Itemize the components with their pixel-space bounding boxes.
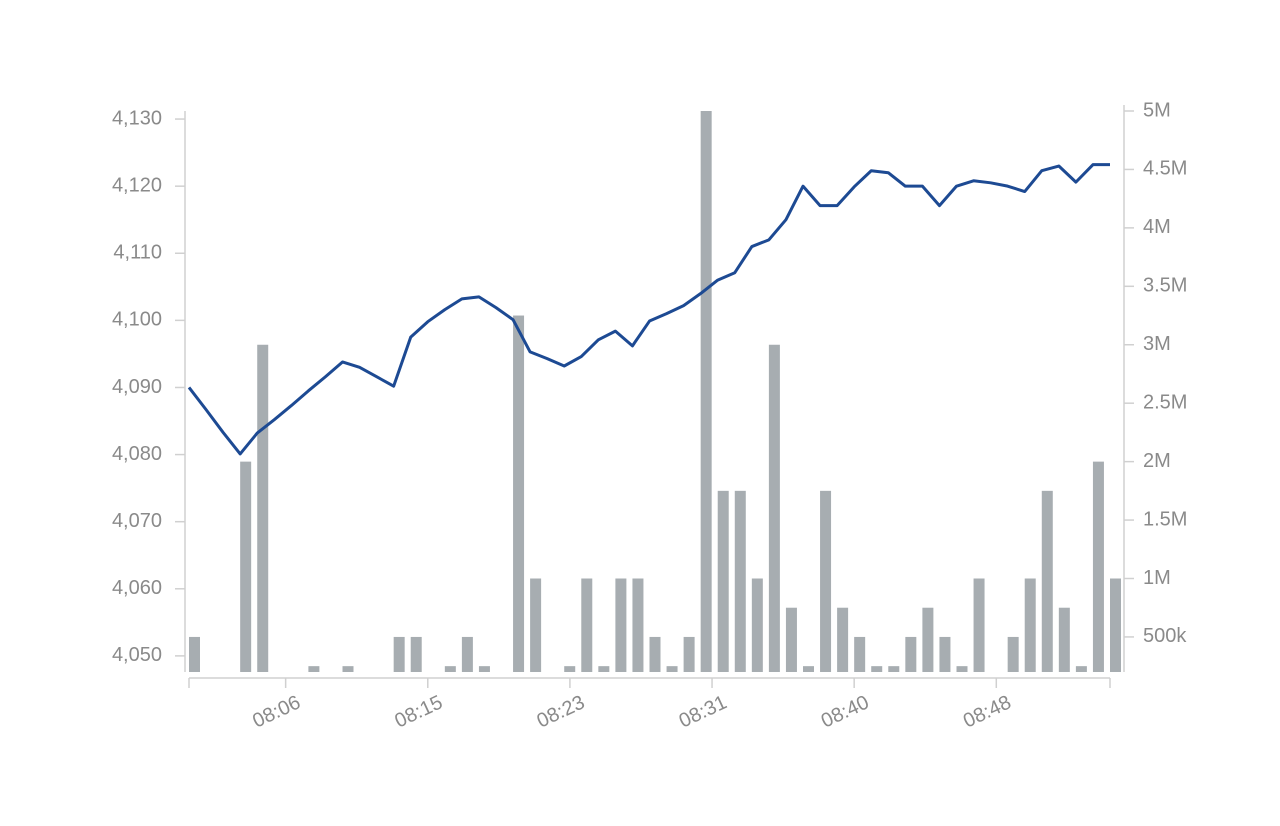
y2-tick-label: 1M — [1143, 567, 1171, 589]
volume-bar — [700, 111, 712, 672]
volume-bar — [734, 490, 746, 672]
volume-bar — [837, 607, 849, 672]
y2-tick-label: 500k — [1143, 625, 1187, 647]
volume-bar — [1024, 578, 1036, 672]
x-tick-label: 08:31 — [676, 691, 731, 732]
volume-bar — [598, 666, 610, 672]
y2-tick-label: 2M — [1143, 450, 1171, 472]
y-tick-label: 4,110 — [113, 242, 162, 264]
volume-bar — [530, 578, 542, 672]
y2-tick-label: 5M — [1143, 99, 1171, 121]
volume-bar — [1041, 490, 1053, 672]
x-tick-label: 08:48 — [960, 691, 1015, 732]
volume-bar — [956, 666, 968, 672]
volume-bar — [257, 344, 269, 672]
volume-bar — [1110, 578, 1121, 672]
y-tick-label: 4,080 — [112, 443, 162, 465]
y2-tick-label: 4M — [1143, 216, 1171, 238]
volume-bar — [478, 666, 490, 672]
volume-bar — [1058, 607, 1070, 672]
y-tick-label: 4,120 — [112, 174, 162, 196]
y-tick-label: 4,130 — [112, 107, 162, 129]
y-tick-label: 4,050 — [112, 644, 162, 666]
volume-bar — [820, 490, 832, 672]
x-tick-label: 08:40 — [818, 691, 873, 732]
volume-bar — [649, 636, 661, 672]
volume-bar — [444, 666, 456, 672]
volume-bar — [615, 578, 627, 672]
volume-bar — [632, 578, 644, 672]
volume-bar — [785, 607, 797, 672]
y-tick-label: 4,100 — [112, 309, 162, 331]
volume-bar — [973, 578, 985, 672]
volume-bar — [939, 636, 951, 672]
volume-bar — [922, 607, 934, 672]
y-tick-label: 4,060 — [112, 577, 162, 599]
volume-bar — [461, 636, 473, 672]
volume-bar — [683, 636, 695, 672]
volume-bar — [717, 490, 729, 672]
volume-bar — [1092, 461, 1104, 672]
y-tick-label: 4,090 — [112, 376, 162, 398]
volume-bar — [410, 636, 422, 672]
volume-bar — [871, 666, 883, 672]
x-tick-label: 08:15 — [391, 691, 446, 732]
volume-bar — [564, 666, 576, 672]
y2-tick-label: 1.5M — [1143, 508, 1187, 530]
x-tick-label: 08:23 — [534, 691, 589, 732]
volume-bar — [393, 636, 405, 672]
volume-bar — [342, 666, 354, 672]
volume-bar — [888, 666, 900, 672]
y2-tick-label: 2.5M — [1143, 391, 1187, 413]
y2-tick-label: 3M — [1143, 333, 1171, 355]
volume-bar — [1075, 666, 1087, 672]
volume-bar — [308, 666, 320, 672]
x-tick-label: 08:06 — [249, 691, 304, 732]
volume-bar — [240, 461, 252, 672]
volume-bar — [666, 666, 678, 672]
price-line — [187, 163, 1110, 456]
volume-bar — [581, 578, 593, 672]
volume-bar — [189, 636, 200, 672]
volume-bar — [768, 344, 780, 672]
y2-tick-label: 3.5M — [1143, 275, 1187, 297]
volume-bar — [905, 636, 917, 672]
volume-bar — [854, 636, 866, 672]
volume-bar — [1007, 636, 1019, 672]
volume-bar — [751, 578, 763, 672]
volume-bar — [803, 666, 814, 672]
y-tick-label: 4,070 — [112, 510, 162, 532]
volume-bar — [513, 315, 525, 672]
y2-tick-label: 4.5M — [1143, 158, 1187, 180]
